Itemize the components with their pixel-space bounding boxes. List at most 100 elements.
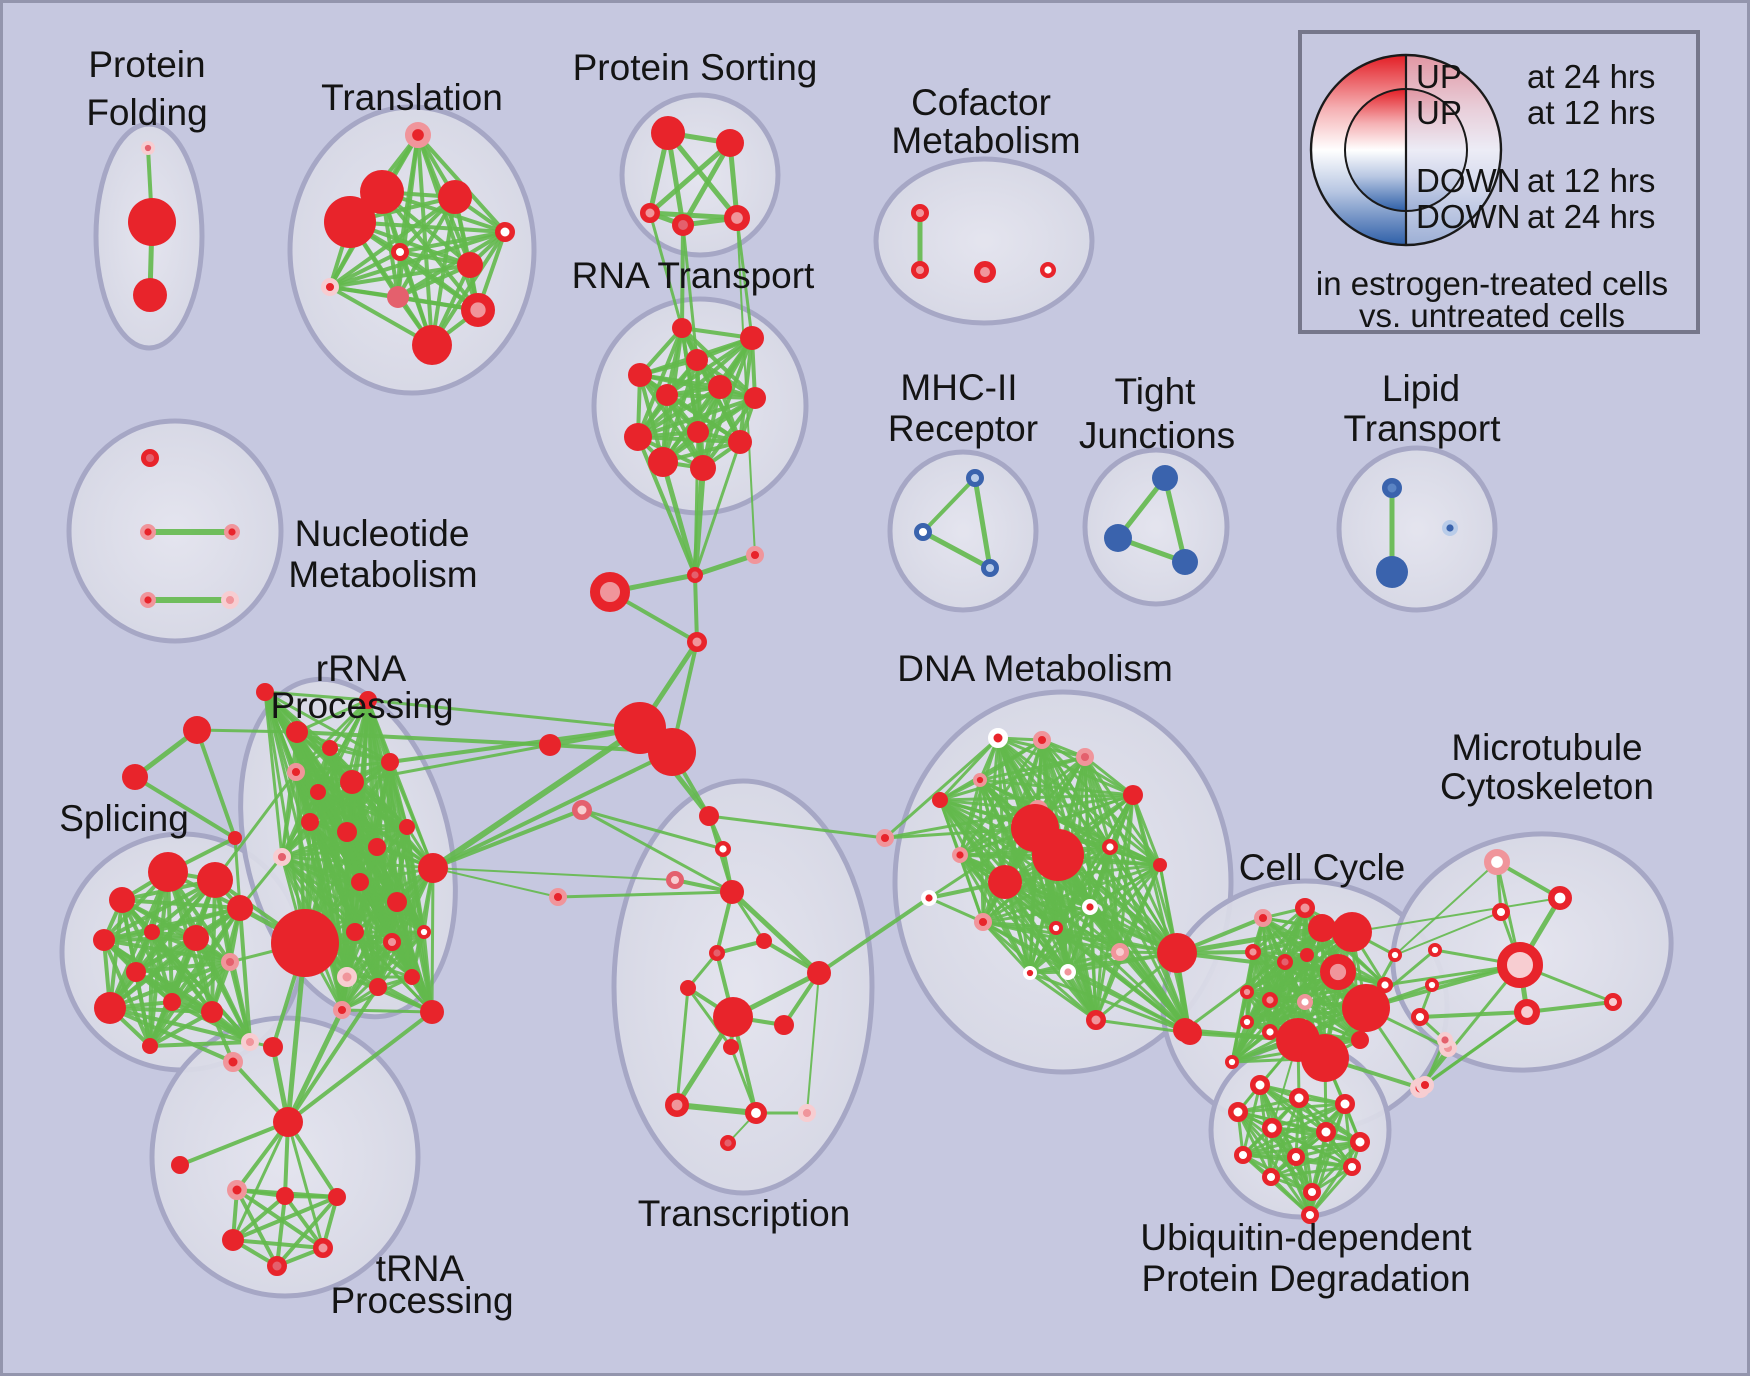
network-edge xyxy=(280,855,394,944)
network-node xyxy=(1300,948,1314,962)
network-edge xyxy=(275,1195,339,1268)
network-edge xyxy=(431,808,584,870)
network-node xyxy=(227,895,253,921)
network-edge xyxy=(680,223,685,330)
network-node xyxy=(223,1052,243,1072)
network-edge xyxy=(395,900,434,1014)
network-edge xyxy=(1054,926,1179,955)
network-edge xyxy=(938,793,1135,802)
network-edge xyxy=(430,866,435,1014)
cluster-label: Ubiquitin-dependent xyxy=(1140,1217,1472,1258)
network-edge xyxy=(1083,755,1135,797)
network-node xyxy=(1240,984,1255,999)
network-edge xyxy=(817,896,931,975)
network-node xyxy=(716,129,744,157)
network-edge xyxy=(883,736,1000,840)
network-node xyxy=(1603,992,1622,1011)
network-node xyxy=(686,349,708,371)
network-node xyxy=(144,924,160,940)
network-node xyxy=(1261,992,1278,1009)
network-node xyxy=(974,260,997,283)
network-node xyxy=(1228,1102,1248,1122)
cluster-label: Tight xyxy=(1115,371,1197,412)
cluster-label: Splicing xyxy=(59,798,189,839)
network-node xyxy=(1032,730,1051,749)
network-node xyxy=(1483,849,1510,876)
network-node xyxy=(420,1000,444,1024)
network-node xyxy=(267,1256,287,1276)
network-edge xyxy=(195,728,237,840)
network-edge xyxy=(665,130,740,221)
network-node xyxy=(126,962,146,982)
network-edge xyxy=(375,845,426,934)
network-edge xyxy=(1251,906,1307,954)
network-edge xyxy=(1310,1140,1362,1194)
network-node xyxy=(745,545,764,564)
network-edge xyxy=(729,1045,758,1115)
network-node xyxy=(709,945,726,962)
cluster-label: RNA Transport xyxy=(572,255,815,296)
network-edge xyxy=(108,1006,235,1064)
network-edge xyxy=(1036,793,1135,812)
network-edge xyxy=(148,1010,214,1048)
network-edge xyxy=(938,798,1192,1035)
network-edge xyxy=(921,476,977,534)
network-edge xyxy=(280,855,435,870)
network-node xyxy=(368,838,386,856)
network-node xyxy=(221,952,240,971)
network-edge xyxy=(674,1102,759,1116)
network-node xyxy=(708,375,732,399)
network-node xyxy=(715,841,732,858)
network-edge xyxy=(432,867,559,898)
network-node xyxy=(648,447,678,477)
network-edge xyxy=(238,906,252,1044)
network-node xyxy=(1350,1132,1370,1152)
network-edge xyxy=(1269,1165,1354,1179)
network-node xyxy=(495,222,515,242)
network-node xyxy=(360,170,404,214)
network-edge xyxy=(340,900,399,1012)
network-node xyxy=(910,204,929,223)
network-node xyxy=(457,252,483,278)
network-edge xyxy=(693,430,700,577)
cluster-label: Cofactor xyxy=(911,82,1051,123)
network-edge xyxy=(108,1006,252,1044)
cluster-label: Microtubule xyxy=(1451,727,1642,768)
network-edge xyxy=(286,1120,325,1250)
network-edge xyxy=(345,825,409,834)
network-node xyxy=(807,961,831,985)
network-node xyxy=(672,318,692,338)
network-edge xyxy=(295,730,552,747)
network-node xyxy=(1039,262,1056,279)
network-edge xyxy=(294,698,370,774)
network-edge xyxy=(636,326,684,439)
network-node xyxy=(1415,1075,1434,1094)
network-node xyxy=(1300,1205,1319,1224)
network-node xyxy=(141,141,156,156)
network-node xyxy=(745,1102,768,1125)
network-node xyxy=(139,524,156,541)
network-node xyxy=(263,1037,283,1057)
network-edge xyxy=(1175,951,1340,974)
network-edge xyxy=(1418,1010,1529,1019)
network-node xyxy=(687,567,704,584)
network-node xyxy=(1104,524,1132,552)
network-node xyxy=(1101,839,1118,856)
network-edge xyxy=(647,140,733,216)
network-edge xyxy=(729,889,822,976)
network-edge xyxy=(345,866,435,979)
network-edge xyxy=(430,725,643,871)
network-node xyxy=(148,852,188,892)
network-node xyxy=(351,873,369,891)
cluster-label: Junctions xyxy=(1079,415,1235,456)
network-edge xyxy=(170,960,232,1004)
network-edge xyxy=(735,216,754,340)
network-edge xyxy=(263,690,284,859)
network-edge xyxy=(1241,1130,1328,1157)
cluster-label: Cytoskeleton xyxy=(1440,766,1654,807)
cluster-label: Processing xyxy=(270,685,453,726)
network-edge xyxy=(263,690,370,702)
network-node xyxy=(624,423,652,451)
